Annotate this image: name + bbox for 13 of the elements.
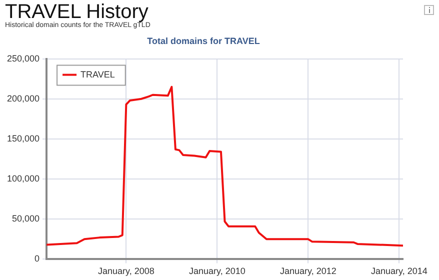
chart-title: TRAVEL History (5, 1, 148, 23)
y-tick-label: 150,000 (6, 133, 40, 144)
x-tick-label: January, 2010 (188, 266, 246, 276)
x-tick-label: January, 2012 (280, 266, 336, 276)
y-tick-label: 50,000 (12, 214, 40, 224)
x-tick-label: January, 2014 (371, 266, 428, 276)
legend-label: TRAVEL (80, 69, 115, 80)
x-tick-label: January, 2008 (98, 266, 154, 276)
y-tick-label: 250,000 (6, 53, 40, 64)
text: Total domains for TRAVEL (147, 36, 260, 46)
y-tick-label: 200,000 (6, 93, 40, 104)
y-tick-label: 0 (34, 254, 40, 264)
y-tick-label: 100,000 (6, 174, 40, 184)
